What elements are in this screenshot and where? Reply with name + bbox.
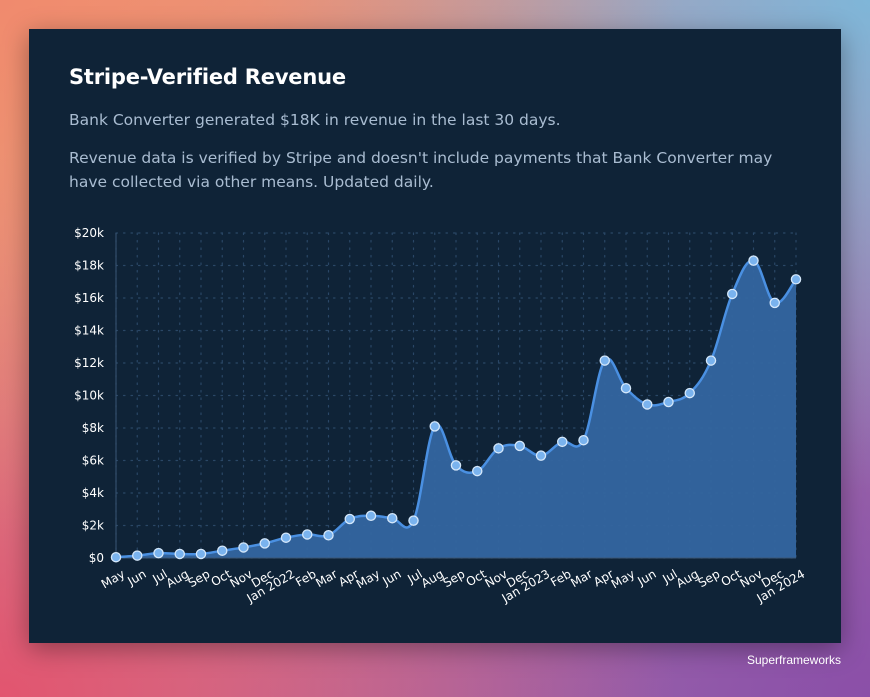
data-point-5 <box>195 548 207 560</box>
data-point-28 <box>684 387 696 399</box>
data-point-13 <box>365 510 377 521</box>
data-point-32 <box>769 297 781 309</box>
data-point-19 <box>493 443 504 454</box>
data-point-18 <box>471 465 483 477</box>
data-point-33 <box>790 274 802 285</box>
y-tick-label: $8k <box>82 421 104 435</box>
data-point-8 <box>259 538 270 549</box>
data-point-16 <box>429 421 440 432</box>
data-point-4 <box>174 548 185 560</box>
y-tick-label: $12k <box>74 356 104 370</box>
data-point-17 <box>450 460 462 471</box>
x-tick-label: Jul <box>404 567 424 587</box>
data-point-9 <box>280 532 292 543</box>
revenue-area <box>116 260 796 558</box>
data-point-2 <box>132 550 143 561</box>
verification-note: Revenue data is verified by Stripe and d… <box>69 149 773 191</box>
data-point-11 <box>323 529 334 541</box>
y-tick-label: $10k <box>74 389 104 403</box>
data-point-21 <box>535 450 547 461</box>
data-point-22 <box>557 436 568 448</box>
data-point-1 <box>110 551 122 563</box>
y-tick-label: $2k <box>82 519 104 533</box>
y-tick-label: $20k <box>74 226 104 240</box>
revenue-summary: Bank Converter generated $18K in revenue… <box>69 111 561 129</box>
data-point-31 <box>748 255 759 266</box>
x-tick-label: Jul <box>149 567 169 587</box>
data-point-23 <box>578 434 589 446</box>
data-point-26 <box>642 399 653 410</box>
data-point-3 <box>153 547 164 559</box>
data-point-7 <box>238 542 249 553</box>
x-tick-label: May <box>99 567 127 592</box>
data-point-24 <box>599 355 611 366</box>
y-tick-label: $0 <box>89 551 104 565</box>
data-point-15 <box>408 515 419 526</box>
x-tick-label: Jul <box>659 567 679 587</box>
x-tick-label: Jun <box>124 567 148 589</box>
data-point-25 <box>620 382 632 394</box>
y-tick-label: $16k <box>74 291 104 305</box>
data-point-29 <box>705 355 717 366</box>
data-point-20 <box>514 440 525 452</box>
x-tick-label: Jun <box>379 567 403 589</box>
x-tick-label: Jun <box>634 567 658 589</box>
data-point-12 <box>344 513 355 525</box>
revenue-card: Stripe-Verified Revenue Bank Converter g… <box>29 29 841 643</box>
watermark: Superframeworks <box>746 653 841 667</box>
revenue-chart: $0 $2k $4k $6k $8k $10k $12k $14k $16k $18k $20k Ma… <box>74 226 807 606</box>
data-point-10 <box>301 529 313 540</box>
y-tick-label: $14k <box>74 324 104 338</box>
y-tick-label: $18k <box>74 259 104 273</box>
data-point-30 <box>727 288 738 300</box>
y-tick-label: $6k <box>82 454 104 468</box>
card-title: Stripe-Verified Revenue <box>69 65 346 89</box>
data-point-27 <box>663 396 674 408</box>
x-tick-label: May <box>354 567 382 592</box>
data-point-6 <box>216 545 228 556</box>
y-tick-label: $4k <box>82 486 104 500</box>
x-tick-label: May <box>609 567 637 592</box>
data-point-14 <box>386 512 398 524</box>
